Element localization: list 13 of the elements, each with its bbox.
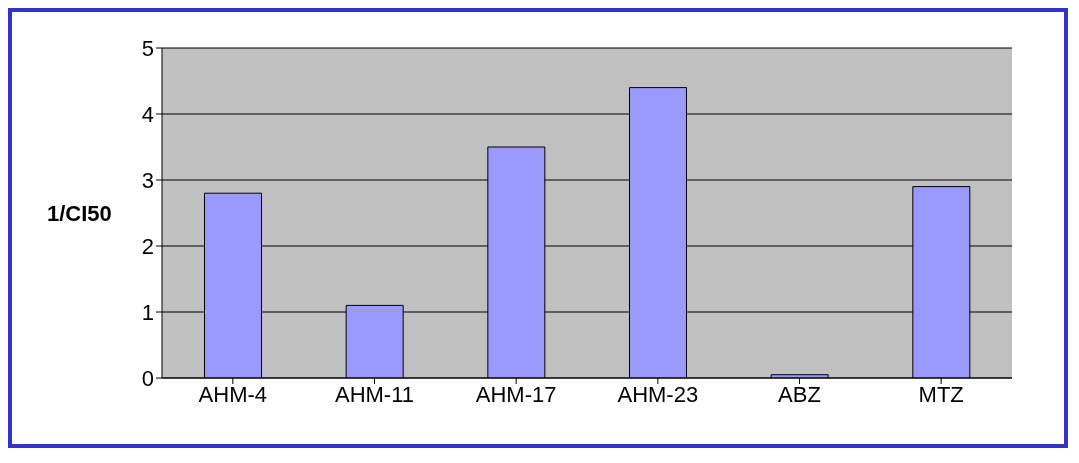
x-tick-label: MTZ	[918, 381, 964, 407]
y-tick-label: 3	[141, 167, 154, 193]
y-tick-label: 1	[141, 299, 154, 325]
x-tick-label: ABZ	[778, 381, 821, 407]
y-tick-label: 2	[141, 233, 154, 259]
x-tick-label: AHM-4	[198, 381, 268, 407]
x-tick-label: AHM-11	[334, 381, 415, 407]
y-tick-label: 0	[141, 365, 154, 391]
y-tick-label: 4	[141, 101, 154, 127]
y-axis-title: 1/CI50	[47, 200, 112, 226]
x-tick-label: AHM-23	[617, 381, 699, 407]
x-tick-label: AHM-17	[475, 381, 557, 407]
y-tick-label: 5	[141, 35, 154, 61]
